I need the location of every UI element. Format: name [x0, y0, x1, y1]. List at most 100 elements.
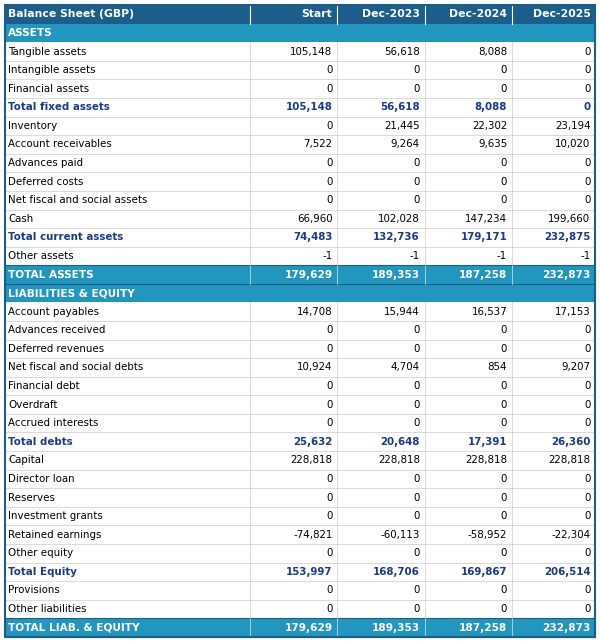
Text: 7,522: 7,522 [304, 139, 332, 150]
Bar [5, 562, 595, 581]
Bar [5, 172, 595, 191]
Text: 147,234: 147,234 [465, 214, 507, 224]
Text: 0: 0 [326, 195, 332, 205]
Text: 26,360: 26,360 [551, 437, 590, 447]
Bar [5, 5, 595, 24]
Text: 9,207: 9,207 [562, 363, 590, 372]
Text: 132,736: 132,736 [373, 232, 420, 243]
Text: Start: Start [302, 10, 332, 19]
Text: LIABILITIES & EQUITY: LIABILITIES & EQUITY [8, 288, 135, 298]
Text: ASSETS: ASSETS [8, 28, 53, 38]
Text: 179,171: 179,171 [460, 232, 507, 243]
Text: Overdraft: Overdraft [8, 399, 58, 410]
Text: Total debts: Total debts [8, 437, 73, 447]
Text: 0: 0 [326, 65, 332, 75]
Text: 0: 0 [413, 65, 420, 75]
Text: -58,952: -58,952 [468, 530, 507, 540]
Text: 16,537: 16,537 [472, 307, 507, 317]
Bar [5, 581, 595, 600]
Bar [5, 507, 595, 525]
Bar [5, 395, 595, 414]
Text: 17,391: 17,391 [467, 437, 507, 447]
Text: 0: 0 [584, 158, 590, 168]
Text: 179,629: 179,629 [284, 623, 332, 632]
Text: Provisions: Provisions [8, 586, 60, 595]
Text: Total Equity: Total Equity [8, 567, 77, 577]
Text: 0: 0 [584, 47, 590, 56]
Text: Total current assets: Total current assets [8, 232, 124, 243]
Text: 0: 0 [501, 418, 507, 428]
Text: 56,618: 56,618 [384, 47, 420, 56]
Text: 56,618: 56,618 [380, 102, 420, 112]
Text: Other equity: Other equity [8, 548, 74, 559]
Text: 0: 0 [501, 474, 507, 484]
Text: 0: 0 [501, 158, 507, 168]
Bar [5, 358, 595, 377]
Text: Director loan: Director loan [8, 474, 75, 484]
Text: 8,088: 8,088 [475, 102, 507, 112]
Text: 0: 0 [501, 195, 507, 205]
Text: -1: -1 [497, 251, 507, 261]
Text: Capital: Capital [8, 455, 44, 465]
Text: 0: 0 [326, 158, 332, 168]
Text: Deferred revenues: Deferred revenues [8, 344, 104, 354]
Text: 0: 0 [501, 492, 507, 503]
Text: 0: 0 [326, 325, 332, 335]
Text: 0: 0 [413, 158, 420, 168]
Bar [5, 209, 595, 228]
Text: Dec-2024: Dec-2024 [449, 10, 507, 19]
Text: Inventory: Inventory [8, 121, 58, 131]
Text: 0: 0 [584, 418, 590, 428]
Bar [5, 451, 595, 470]
Text: 0: 0 [584, 65, 590, 75]
Bar [5, 414, 595, 433]
Text: 187,258: 187,258 [459, 623, 507, 632]
Text: 9,264: 9,264 [391, 139, 420, 150]
Text: 0: 0 [501, 65, 507, 75]
Bar [5, 135, 595, 154]
Text: 0: 0 [413, 548, 420, 559]
Bar [5, 228, 595, 247]
Text: 21,445: 21,445 [384, 121, 420, 131]
Text: 10,020: 10,020 [555, 139, 590, 150]
Text: Dec-2025: Dec-2025 [533, 10, 590, 19]
Text: 10,924: 10,924 [297, 363, 332, 372]
Bar [5, 154, 595, 172]
Bar [5, 42, 595, 61]
Text: TOTAL ASSETS: TOTAL ASSETS [8, 270, 94, 279]
Text: 4,704: 4,704 [391, 363, 420, 372]
Text: TOTAL LIAB. & EQUITY: TOTAL LIAB. & EQUITY [8, 623, 140, 632]
Text: 153,997: 153,997 [286, 567, 332, 577]
Text: 0: 0 [413, 586, 420, 595]
Text: 0: 0 [326, 586, 332, 595]
Text: 232,873: 232,873 [542, 623, 590, 632]
Text: 8,088: 8,088 [478, 47, 507, 56]
Text: 0: 0 [413, 418, 420, 428]
Text: 0: 0 [413, 474, 420, 484]
Bar [5, 525, 595, 544]
Bar [5, 488, 595, 507]
Text: 0: 0 [326, 381, 332, 391]
Text: 0: 0 [584, 474, 590, 484]
Bar [5, 600, 595, 618]
Text: 206,514: 206,514 [544, 567, 590, 577]
Text: 189,353: 189,353 [372, 623, 420, 632]
Text: 0: 0 [501, 604, 507, 614]
Text: 23,194: 23,194 [555, 121, 590, 131]
Text: 199,660: 199,660 [548, 214, 590, 224]
Text: 232,875: 232,875 [544, 232, 590, 243]
Text: Advances received: Advances received [8, 325, 106, 335]
Text: 0: 0 [584, 548, 590, 559]
Text: 0: 0 [584, 492, 590, 503]
Text: Net fiscal and social assets: Net fiscal and social assets [8, 195, 148, 205]
Text: 0: 0 [413, 325, 420, 335]
Text: Retained earnings: Retained earnings [8, 530, 102, 540]
Text: 0: 0 [326, 177, 332, 187]
Text: 105,148: 105,148 [290, 47, 332, 56]
Bar [5, 284, 595, 302]
Text: 189,353: 189,353 [372, 270, 420, 279]
Text: 228,818: 228,818 [378, 455, 420, 465]
Text: 0: 0 [326, 474, 332, 484]
Text: 228,818: 228,818 [290, 455, 332, 465]
Text: 0: 0 [501, 548, 507, 559]
